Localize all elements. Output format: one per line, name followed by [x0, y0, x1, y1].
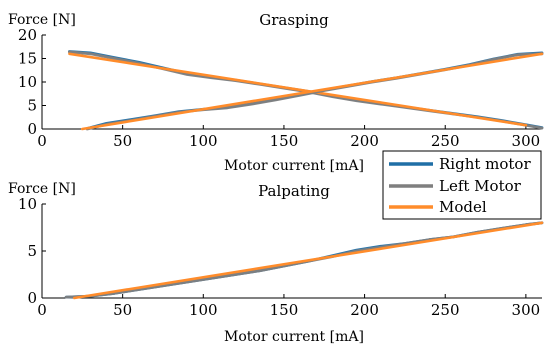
series-line-model: [73, 221, 544, 300]
grasping-title: Grasping: [259, 11, 329, 29]
legend: Right motor Left Motor Model: [382, 150, 542, 220]
palpating-ylabel: Force [N]: [8, 181, 76, 197]
grasping-xlabel: Motor current [mA]: [224, 158, 364, 174]
legend-label-model: Model: [439, 198, 487, 216]
y-tick-label: 10: [18, 195, 37, 213]
y-tick-label: 5: [27, 242, 37, 260]
legend-label-left-motor: Left Motor: [439, 177, 522, 195]
x-tick-label: 250: [431, 301, 460, 319]
x-tick-label: 200: [350, 132, 379, 150]
y-tick-label: 10: [18, 73, 37, 91]
palpating-panel: Palpating Force [N] Motor current [mA] 0…: [8, 181, 544, 345]
x-tick-label: 50: [113, 132, 132, 150]
palpating-xlabel: Motor current [mA]: [224, 329, 364, 345]
x-tick-label: 150: [270, 132, 299, 150]
x-tick-label: 300: [512, 132, 541, 150]
x-tick-label: 50: [113, 301, 132, 319]
x-tick-label: 100: [189, 301, 218, 319]
x-tick-label: 200: [350, 301, 379, 319]
y-tick-label: 0: [27, 120, 37, 138]
x-tick-label: 250: [431, 132, 460, 150]
y-tick-label: 20: [18, 26, 37, 44]
y-tick-label: 5: [27, 97, 37, 115]
palpating-title: Palpating: [258, 182, 330, 200]
series-line-model: [68, 52, 528, 127]
legend-label-right-motor: Right motor: [439, 155, 531, 173]
x-tick-label: 0: [37, 132, 47, 150]
x-tick-label: 150: [270, 301, 299, 319]
x-tick-label: 300: [512, 301, 541, 319]
x-tick-label: 0: [37, 301, 47, 319]
y-tick-label: 0: [27, 289, 37, 307]
y-tick-label: 15: [18, 50, 37, 68]
grasping-ylabel: Force [N]: [8, 12, 76, 28]
series-line-model: [81, 52, 544, 131]
x-tick-label: 100: [189, 132, 218, 150]
